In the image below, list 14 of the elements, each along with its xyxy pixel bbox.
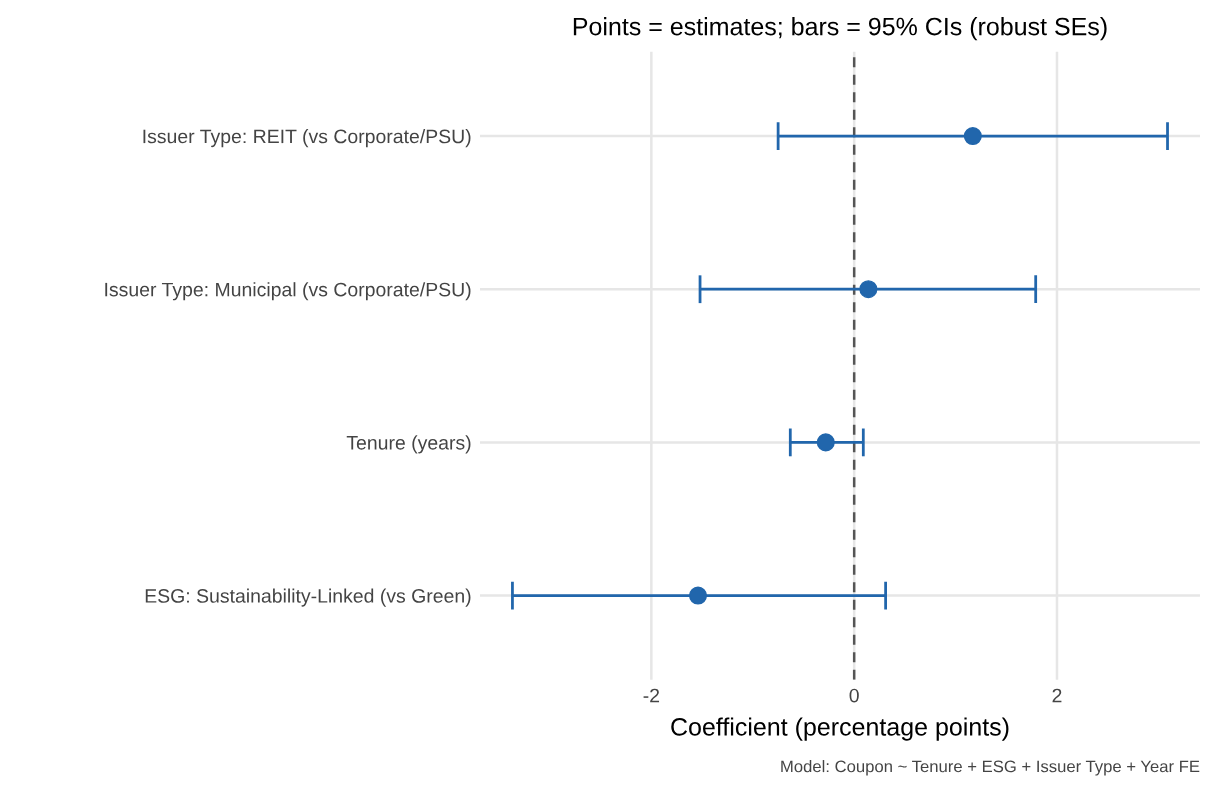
y-tick-label: ESG: Sustainability-Linked (vs Green)	[145, 588, 471, 607]
x-tick-label: 2	[1052, 688, 1062, 703]
point	[816, 433, 835, 452]
y-tick-label: Issuer Type: Municipal (vs Corporate/PSU)	[105, 282, 471, 301]
point	[859, 280, 878, 299]
point	[963, 127, 982, 146]
chart-title: Points = estimates; bars = 95% CIs (robust SEs)	[573, 17, 1107, 41]
text: Model: Coupon ~ Tenure + ESG + Issuer Type + Year FE	[781, 760, 1200, 776]
x-axis-title: Coefficient (percentage points)	[671, 717, 1009, 741]
point	[688, 586, 708, 605]
y-tick-label: Issuer Type: REIT (vs Corporate/PSU)	[143, 129, 471, 148]
y-tick-label: Tenure (years)	[346, 435, 471, 454]
x-tick-label: -2	[643, 688, 660, 703]
x-tick-label: 0	[849, 688, 859, 703]
